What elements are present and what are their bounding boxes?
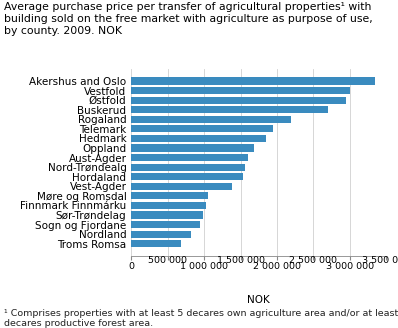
Bar [131, 221, 201, 228]
Bar [131, 240, 181, 247]
Text: 1 000 000: 1 000 000 [180, 262, 228, 271]
Text: 2 000 000: 2 000 000 [253, 262, 301, 271]
Bar [131, 87, 350, 94]
Bar [131, 96, 346, 104]
Bar [131, 173, 243, 180]
Bar [131, 202, 206, 209]
Text: 2 500 000: 2 500 000 [289, 256, 337, 265]
Text: 1 500 000: 1 500 000 [217, 256, 265, 265]
Bar [131, 135, 266, 142]
Bar [131, 116, 291, 123]
Bar [131, 183, 232, 190]
Text: ¹ Comprises properties with at least 5 decares own agriculture area and/or at le: ¹ Comprises properties with at least 5 d… [4, 309, 398, 328]
Text: 3 500 000: 3 500 000 [362, 256, 398, 265]
Bar [131, 144, 254, 152]
Bar [131, 164, 245, 171]
X-axis label: NOK: NOK [247, 296, 270, 305]
Bar [131, 154, 248, 161]
Bar [131, 192, 208, 199]
Bar [131, 106, 328, 113]
Bar [131, 77, 375, 85]
Text: Average purchase price per transfer of agricultural properties¹ with
building so: Average purchase price per transfer of a… [4, 2, 373, 36]
Bar [131, 212, 203, 219]
Text: 0: 0 [128, 262, 135, 271]
Text: 500 000: 500 000 [148, 256, 187, 265]
Bar [131, 231, 191, 238]
Bar [131, 125, 273, 133]
Text: 3 000 000: 3 000 000 [326, 262, 374, 271]
